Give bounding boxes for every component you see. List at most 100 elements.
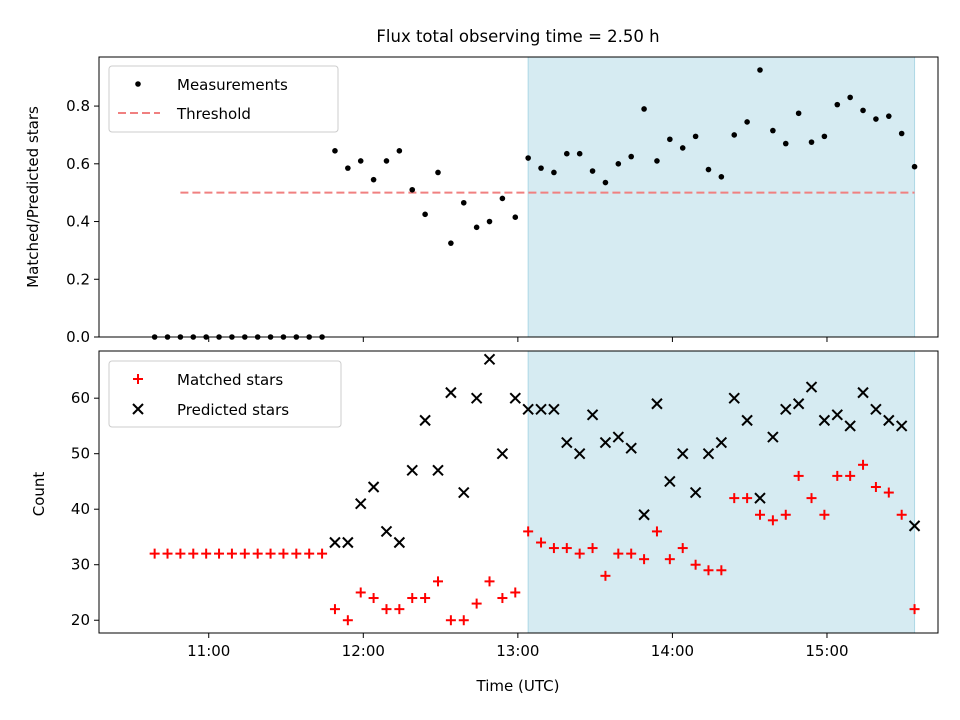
x-axis-label: Time (UTC)	[476, 677, 560, 695]
predicted-star-point	[342, 536, 354, 549]
matched-star-point	[523, 526, 534, 537]
predicted-star-point	[470, 392, 483, 404]
predicted-star-point	[625, 442, 637, 454]
measurement-point	[782, 140, 789, 147]
matched-star-point	[149, 548, 160, 559]
predicted-star-point	[432, 464, 444, 477]
matched-star-point	[806, 493, 817, 504]
bottom-shade-rect	[527, 350, 916, 634]
matched-star-point	[819, 509, 830, 520]
matched-star-point	[587, 543, 598, 554]
matched-star-point	[626, 548, 637, 559]
predicted-star-point	[393, 536, 406, 549]
predicted-star-point	[380, 525, 393, 538]
bottom-x-tick-label: 14:00	[651, 642, 694, 660]
measurement-point	[448, 240, 454, 246]
measurement-point	[409, 186, 416, 193]
measurement-point	[563, 150, 570, 157]
measurement-point	[744, 119, 750, 125]
measurement-point	[538, 165, 544, 171]
matched-star-point	[845, 470, 856, 481]
top-y-tick-label: 0.4	[66, 213, 90, 231]
measurement-point	[435, 169, 441, 176]
measurement-point	[576, 150, 583, 157]
matched-star-point	[896, 509, 907, 520]
top-panel: 0.00.20.40.60.8 Matched/Predicted stars …	[24, 56, 939, 346]
matched-star-point	[909, 604, 920, 615]
predicted-star-point	[908, 520, 921, 532]
matched-star-point	[832, 470, 843, 481]
bottom-x-tick-label: 11:00	[187, 642, 230, 660]
matched-star-point	[226, 548, 237, 559]
matched-stars-series	[149, 459, 920, 626]
predicted-star-point	[883, 414, 895, 427]
bottom-plot-frame	[98, 350, 939, 634]
matched-star-point	[252, 548, 263, 559]
predicted-star-point	[573, 447, 586, 460]
matched-star-point	[433, 576, 444, 587]
bottom-legend-frame	[108, 360, 342, 428]
matched-star-point	[729, 493, 740, 504]
matched-star-point	[291, 548, 302, 559]
measurement-point	[731, 132, 738, 138]
bottom-y-tick-label: 60	[71, 389, 90, 407]
matched-star-point	[239, 548, 250, 559]
measurement-point	[821, 133, 828, 140]
measurement-point	[486, 218, 493, 225]
measurement-point	[885, 113, 892, 119]
legend-predicted-label: Predicted stars	[177, 401, 289, 419]
matched-star-point	[201, 548, 212, 559]
predicted-star-point	[406, 464, 418, 477]
predicted-star-point	[638, 509, 650, 521]
measurement-point	[770, 127, 776, 134]
legend-matched-marker	[133, 374, 143, 384]
bottom-y-tick-label: 20	[71, 611, 90, 629]
legend-measurements-label: Measurements	[177, 76, 288, 94]
measurement-point	[795, 110, 802, 117]
matched-star-point	[793, 470, 804, 481]
bottom-y-axis-label: Count	[30, 472, 48, 517]
legend-matched-label: Matched stars	[177, 371, 283, 389]
top-shaded-region	[527, 56, 916, 338]
measurement-point	[860, 107, 866, 114]
measurement-point	[332, 148, 338, 154]
measurement-point	[396, 148, 403, 154]
predicted-star-point	[689, 486, 702, 499]
predicted-star-point	[651, 398, 663, 410]
bottom-x-tick-label: 12:00	[342, 642, 385, 660]
predicted-star-point	[483, 353, 496, 366]
predicted-star-point	[870, 403, 882, 415]
bottom-panel: 20 30 40 50 60 11:00 12:00 13:00 14:00 15:00 Coun…	[30, 350, 939, 695]
matched-star-point	[214, 548, 225, 559]
measurement-point	[422, 211, 428, 218]
bottom-y-tick-label: 50	[71, 445, 90, 463]
measurement-point	[654, 158, 660, 164]
matched-star-point	[175, 548, 186, 559]
legend-threshold-label: Threshold	[176, 105, 251, 123]
predicted-star-point	[612, 431, 625, 443]
matched-star-point	[767, 515, 778, 526]
measurement-point	[679, 145, 686, 151]
matched-star-point	[471, 598, 482, 609]
predicted-star-point	[702, 447, 715, 460]
predicted-star-point	[857, 386, 869, 399]
top-y-tick-label: 0.6	[66, 155, 90, 173]
top-axis-ticks: 0.0 0.2 0.4 0.6 0.8	[66, 97, 828, 346]
predicted-star-point	[805, 381, 818, 393]
measurement-point	[757, 67, 763, 73]
measurement-point	[628, 153, 634, 160]
measurement-point	[667, 136, 673, 143]
measurement-point	[718, 173, 725, 180]
measurement-point	[370, 176, 377, 183]
predicted-star-point	[754, 492, 766, 504]
predicted-star-point	[728, 392, 740, 404]
predicted-star-point	[586, 409, 599, 421]
matched-star-point	[780, 509, 791, 520]
bottom-x-tick-label: 15:00	[805, 642, 848, 660]
bottom-legend: Matched stars Predicted stars	[108, 360, 342, 428]
measurement-point	[602, 179, 609, 186]
matched-star-point	[497, 593, 508, 604]
matched-star-point	[394, 604, 405, 615]
measurement-point	[525, 155, 531, 161]
matched-star-point	[342, 615, 353, 626]
